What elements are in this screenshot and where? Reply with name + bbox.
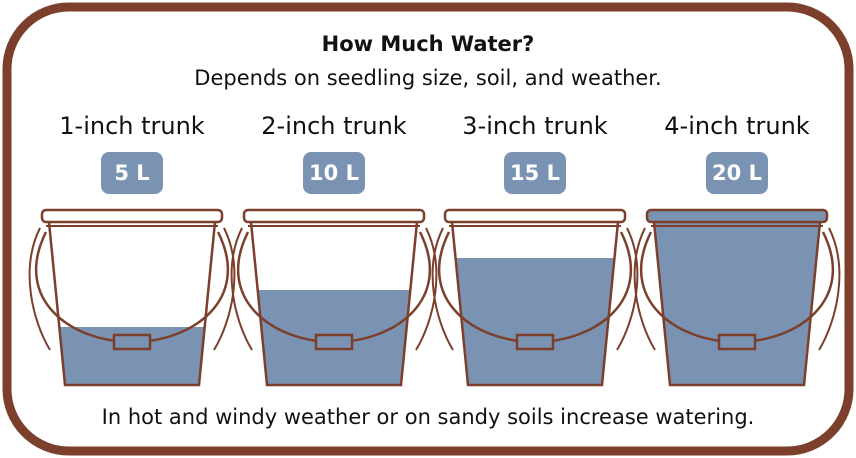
trunk-label: 4-inch trunk xyxy=(664,112,810,140)
handle-grip xyxy=(517,335,553,349)
infographic: How Much Water? Depends on seedling size… xyxy=(0,0,856,458)
handle-grip xyxy=(316,335,352,349)
trunk-label: 1-inch trunk xyxy=(59,112,205,140)
title: How Much Water? xyxy=(322,32,535,56)
badge-text: 10 L xyxy=(309,161,359,185)
water xyxy=(654,218,821,385)
subtitle: Depends on seedling size, soil, and weat… xyxy=(194,66,661,90)
bucket-rim xyxy=(647,210,827,222)
handle-grip xyxy=(719,335,755,349)
badge-text: 15 L xyxy=(510,161,560,185)
trunk-label: 2-inch trunk xyxy=(261,112,407,140)
water xyxy=(456,258,615,385)
footer-note: In hot and windy weather or on sandy soi… xyxy=(102,405,755,429)
badge-text: 5 L xyxy=(114,161,149,185)
handle-grip xyxy=(114,335,150,349)
badge-text: 20 L xyxy=(712,161,762,185)
trunk-label: 3-inch trunk xyxy=(462,112,608,140)
